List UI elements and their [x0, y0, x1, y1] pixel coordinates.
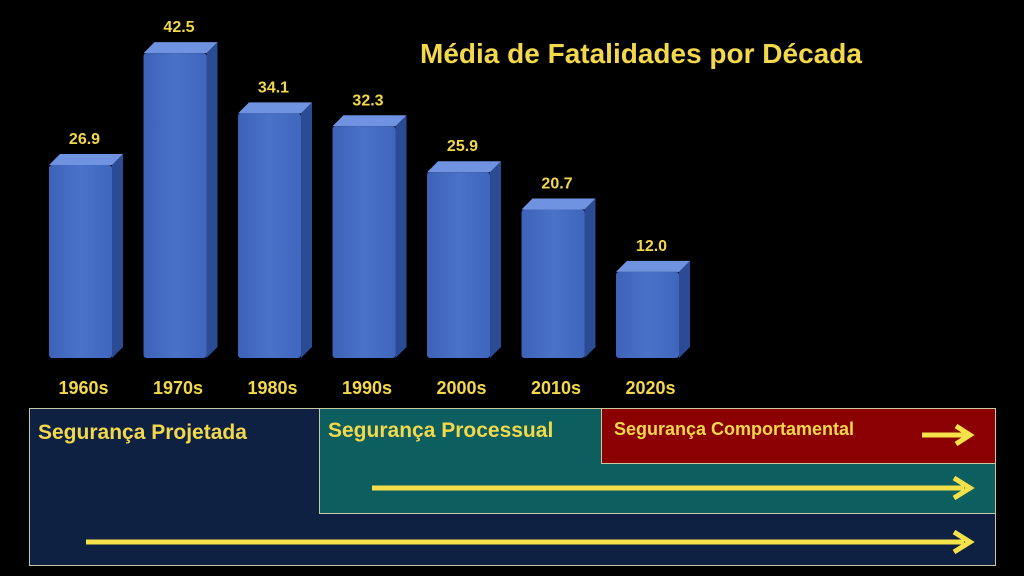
tick-label: 2010s	[531, 378, 581, 398]
bar-side	[301, 102, 312, 358]
tick-label: 1970s	[153, 378, 203, 398]
tick-label: 2020s	[625, 378, 675, 398]
data-label: 12.0	[636, 238, 667, 255]
bar	[427, 172, 490, 358]
bar	[49, 165, 112, 358]
tick-label: 1960s	[58, 378, 108, 398]
arrow-projetada-icon	[86, 530, 975, 554]
bar-top	[238, 102, 312, 114]
bar-side	[112, 154, 123, 358]
label-seguranca-projetada: Segurança Projetada	[38, 421, 247, 444]
tick-label: 2000s	[436, 378, 486, 398]
bar-side	[490, 161, 501, 358]
data-label: 42.5	[163, 19, 194, 36]
tick-label: 1990s	[342, 378, 392, 398]
bar	[238, 113, 301, 358]
data-label: 32.3	[352, 92, 383, 109]
bar-top	[616, 260, 690, 272]
data-label: 20.7	[541, 176, 572, 193]
bar-side	[679, 260, 690, 358]
bar-chart: 26.9 1960s 42.5 1970s 34.1 1980s 32.3 1990s 25.9…	[49, 19, 690, 398]
data-label: 26.9	[69, 131, 100, 148]
chart-title: Média de Fatalidades por Década	[420, 38, 862, 69]
data-label: 34.1	[258, 79, 289, 96]
bar-top	[49, 154, 123, 166]
bar-top	[427, 161, 501, 173]
label-seguranca-processual: Segurança Processual	[328, 419, 554, 442]
label-seguranca-comportamental: Segurança Comportamental	[614, 419, 855, 439]
tick-label: 1980s	[247, 378, 297, 398]
bar	[616, 271, 679, 358]
bar-side	[206, 42, 218, 358]
arrow-processual-icon	[372, 476, 975, 500]
bar-top	[521, 198, 596, 210]
bar-top	[143, 42, 218, 54]
bar	[521, 209, 585, 358]
bar	[143, 53, 207, 358]
bar-top	[332, 115, 407, 127]
bar-side	[584, 198, 596, 358]
bar-side	[395, 115, 407, 358]
arrow-comportamental-icon	[922, 424, 975, 446]
data-label: 25.9	[447, 138, 478, 155]
bar	[332, 126, 396, 358]
